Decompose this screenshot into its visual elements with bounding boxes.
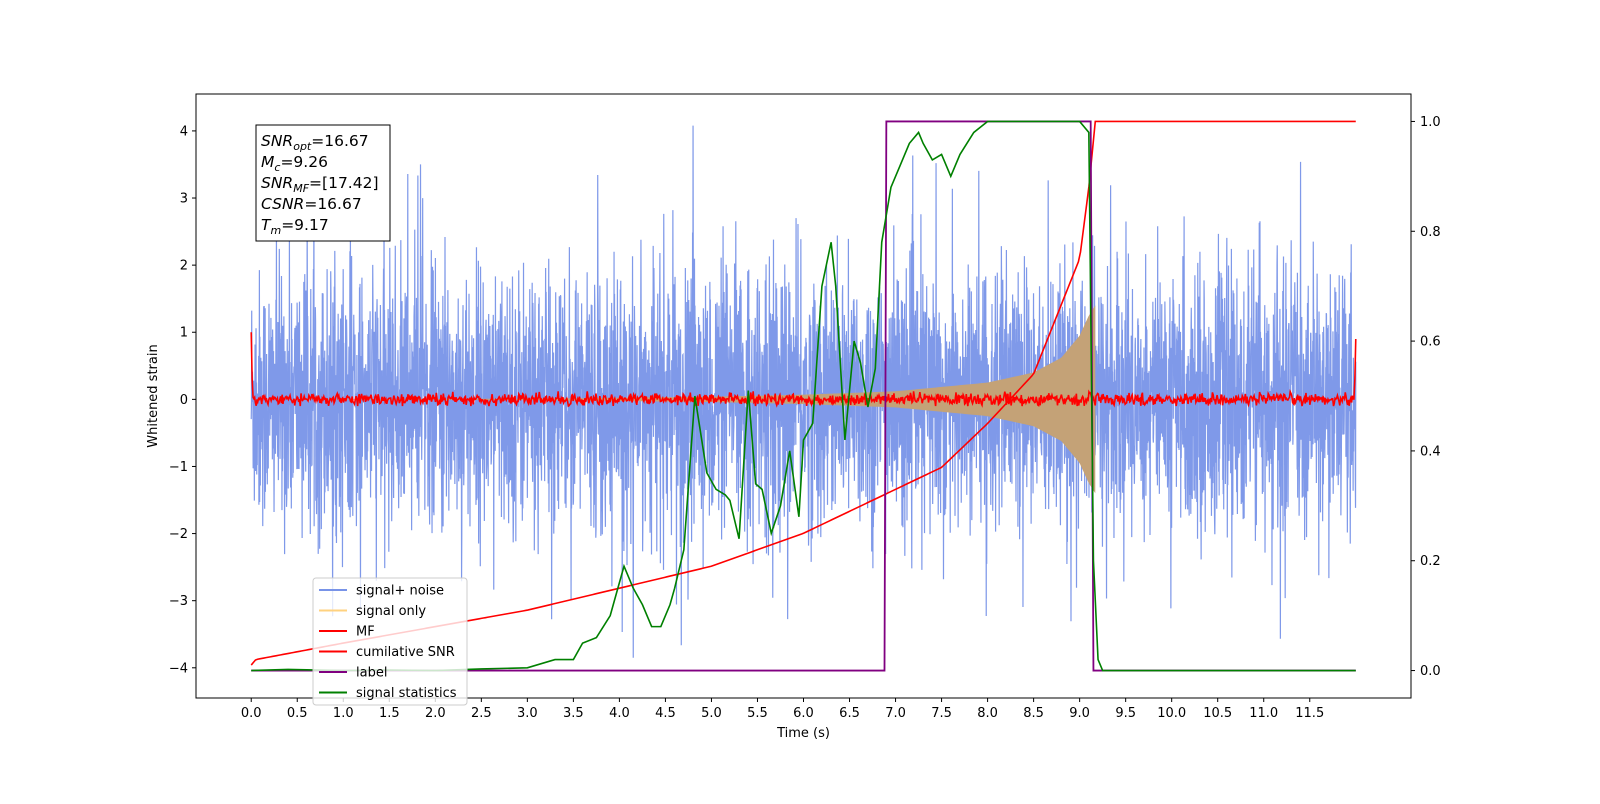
legend: signal+ noise signal only MF cumilative SNR… [312,577,468,706]
x-tick-label: 6.5 [839,706,860,721]
info-box: SNRopt=16.67Mc=9.26SNRMF=[17.42]CSNR=16.… [255,124,391,242]
y-left-tick-label: 3 [180,192,188,207]
x-tick-label: 5.5 [747,706,768,721]
x-tick-label: 1.5 [379,706,400,721]
info-line: SNRMF=[17.42] [261,174,379,195]
y-axis-label: Whitened strain [146,344,161,447]
series-mf [250,332,1357,408]
legend-entry-label: signal only [356,604,426,619]
legend-frame [312,577,468,706]
info-line: Tm=9.17 [261,216,329,237]
info-line: Mc=9.26 [261,153,328,174]
legend-entry-label: cumilative SNR [356,645,455,660]
x-tick-label: 11.0 [1249,706,1278,721]
y-left-tick-label: −4 [169,661,188,676]
x-tick-label: 11.5 [1295,706,1324,721]
series-signal-statistics [251,120,1356,672]
y-right-axis-ticks: 1.0 0.8 0.6 0.4 0.2 0.0 [1411,115,1441,679]
y-right-tick-label: 0.6 [1420,335,1441,350]
x-tick-label: 8.0 [977,706,998,721]
legend-entry-label: signal statistics [356,686,457,701]
x-tick-label: 6.0 [793,706,814,721]
info-line: CSNR=16.67 [261,195,362,213]
legend-entry-label: label [356,666,387,681]
legend-entry-label: signal+ noise [356,584,444,599]
x-tick-label: 1.0 [333,706,354,721]
y-left-tick-label: −2 [169,527,188,542]
x-tick-label: 8.5 [1023,706,1044,721]
series-signal-only [251,305,1096,494]
y-left-tick-label: −1 [169,460,188,475]
x-tick-label: 10.5 [1203,706,1232,721]
y-right-tick-label: 0.4 [1420,444,1441,459]
y-left-tick-label: 0 [180,393,188,408]
y-right-tick-label: 0.0 [1420,664,1441,679]
y-right-tick-label: 1.0 [1420,115,1441,130]
y-left-tick-label: −3 [169,594,188,609]
info-box-frame [255,124,391,242]
x-tick-label: 4.5 [655,706,676,721]
x-tick-label: 5.0 [701,706,722,721]
x-axis-ticks: 0.0 0.5 1.0 1.5 2.0 2.5 3.0 3.5 4.0 4.5 5.0 5.5 6.0 6… [241,698,1324,721]
x-tick-label: 0.0 [241,706,262,721]
x-axis-label: Time (s) [776,726,830,741]
x-tick-label: 0.5 [287,706,308,721]
series-signal-plus-noise [250,125,1357,658]
x-tick-label: 7.0 [885,706,906,721]
x-tick-label: 3.5 [563,706,584,721]
y-left-tick-label: 1 [180,326,188,341]
x-tick-label: 2.0 [425,706,446,721]
x-tick-label: 7.5 [931,706,952,721]
info-line: SNRopt=16.67 [261,132,369,153]
y-left-tick-label: 4 [180,124,188,139]
x-tick-label: 10.0 [1157,706,1186,721]
legend-entry-label: MF [356,625,375,640]
x-tick-label: 9.0 [1069,706,1090,721]
x-tick-label: 9.5 [1115,706,1136,721]
y-left-tick-label: 2 [180,259,188,274]
x-tick-label: 4.0 [609,706,630,721]
y-left-axis-ticks: 4 3 2 1 0 −1 −2 −3 −4 [169,124,196,676]
x-tick-label: 3.0 [517,706,538,721]
x-tick-label: 2.5 [471,706,492,721]
y-right-tick-label: 0.2 [1420,554,1441,569]
y-right-tick-label: 0.8 [1420,225,1441,240]
